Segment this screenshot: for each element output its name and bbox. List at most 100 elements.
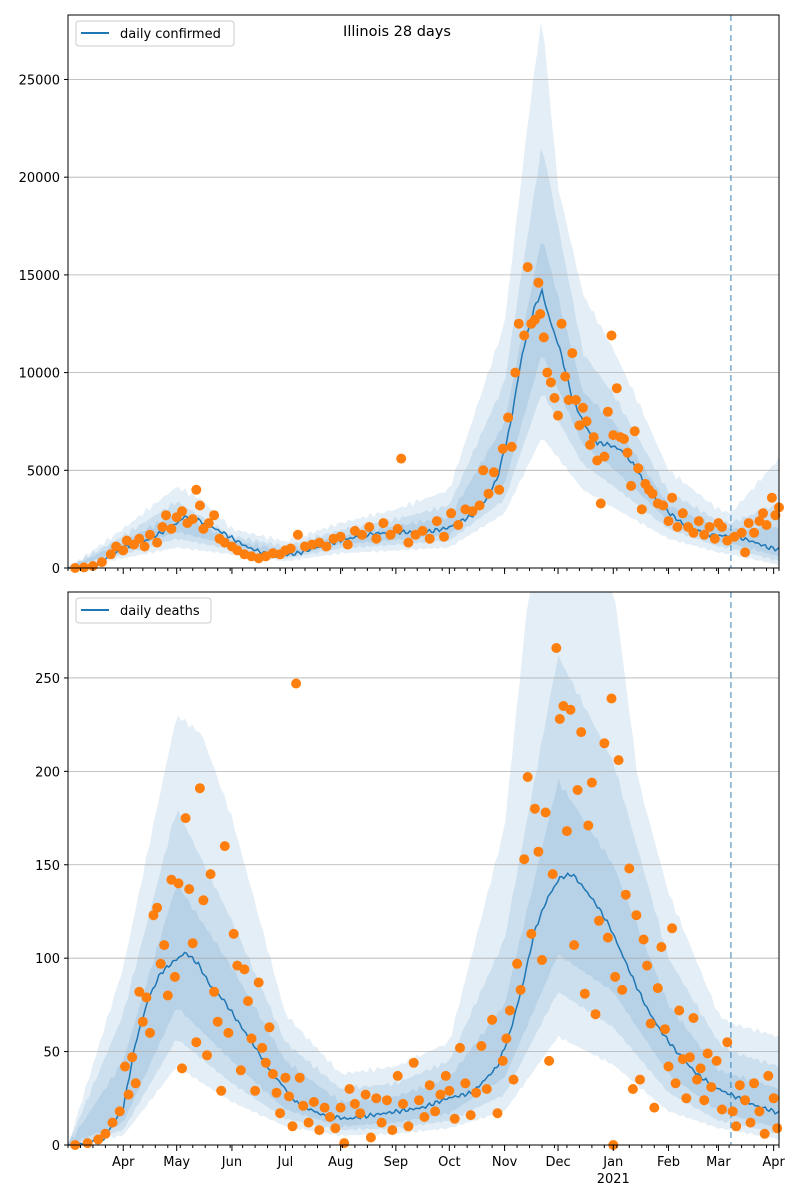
cases-legend-label: daily confirmed [120,27,221,42]
deaths-xtick-label: Jan [602,1155,623,1170]
deaths-xtick-label: Dec [545,1155,570,1170]
cases-data-point [392,523,403,534]
deaths-data-point [419,1112,430,1122]
cases-data-point [364,522,375,532]
deaths-data-point [652,983,663,994]
deaths-data-point [155,958,166,969]
deaths-data-point [537,955,547,965]
deaths-data-point [228,928,239,939]
deaths-data-point [159,940,170,951]
cases-data-point [166,523,177,534]
deaths-data-point [264,1022,275,1033]
deaths-xtick-label: Aug [328,1155,353,1170]
deaths-ytick-label: 150 [35,859,60,874]
deaths-ytick-label: 200 [35,765,60,780]
deaths-data-point [540,807,551,818]
deaths-data-point [205,869,216,880]
deaths-ytick-label: 50 [43,1046,60,1061]
cases-data-point [749,527,760,538]
cases-data-point [704,522,715,532]
deaths-data-point [294,1072,305,1083]
deaths-data-point [360,1089,371,1100]
deaths-data-point [145,1027,155,1038]
deaths-data-point [449,1113,460,1124]
cases-plot-frame [67,14,780,569]
deaths-data-point [344,1084,355,1094]
cases-data-point [478,465,489,476]
deaths-data-point [184,884,195,895]
cases-data-point [743,518,754,529]
deaths-data-point [137,1016,148,1027]
cases-data-point [717,522,727,532]
deaths-data-point [674,1005,685,1016]
deaths-data-point [187,938,198,949]
cases-data-point [538,332,549,343]
deaths-data-point [711,1055,722,1066]
cases-data-point [483,488,494,499]
deaths-data-point [635,1074,645,1085]
deaths-data-point [565,704,576,715]
cases-data-point [761,520,772,530]
deaths-band-middle [68,655,779,1145]
deaths-xtick-label: Jun [221,1155,242,1170]
deaths-data-point [731,1121,742,1132]
cases-gridlines [68,79,779,471]
deaths-data-point [120,1061,130,1072]
deaths-data-point [610,971,621,982]
deaths-data-point [444,1085,455,1096]
cases-data-point [424,533,435,544]
cases-data-point [506,441,517,452]
cases-data-point [758,508,768,519]
cases-ytick-label: 15000 [19,269,60,284]
deaths-data-point [638,934,649,945]
cases-data-point [79,562,89,573]
deaths-xtick-label: Sep [384,1155,409,1170]
deaths-data-point [670,1078,681,1089]
deaths-data-point [365,1132,376,1143]
deaths-data-point [198,895,209,906]
deaths-data-point [280,1072,291,1083]
deaths-data-point [702,1048,713,1059]
cases-data-point [187,514,198,525]
deaths-data-point [223,1027,234,1038]
deaths-data-point [656,942,667,952]
deaths-data-point [267,1069,278,1079]
deaths-data-point [763,1070,774,1081]
cases-data-point [488,467,499,478]
deaths-data-point [515,984,526,995]
deaths-data-point [544,1055,555,1066]
deaths-year-label: 2021 [597,1172,630,1187]
cases-data-point [567,348,578,359]
cases-data-point [570,395,581,405]
deaths-axes: 0 50 100 150 200 250 Apr May Jun Jul Aug Sep Oct Nov D… [35,591,786,1187]
deaths-xtick-label: Apr [762,1155,785,1170]
cases-data-point [533,277,544,288]
cases-data-point [736,527,747,538]
cases-data-point [519,330,530,341]
deaths-data-point [382,1095,392,1106]
cases-points [70,262,784,573]
cases-data-point [285,543,296,554]
cases-data-point [385,529,396,540]
cases-data-point [766,492,777,503]
deaths-data-point [501,1033,512,1044]
deaths-data-point [663,1061,674,1072]
cases-data-point [134,533,145,544]
cases-data-point [663,516,674,527]
deaths-data-point [481,1084,492,1094]
deaths-xtick-label: Mar [706,1155,731,1170]
deaths-xtick-label: May [163,1155,190,1170]
cases-data-point [335,531,346,542]
deaths-data-point [324,1112,335,1122]
deaths-data-point [134,986,145,997]
deaths-data-point [440,1070,451,1081]
cases-data-point [602,406,613,417]
deaths-gridlines [68,677,779,1052]
cases-data-point [439,531,449,542]
deaths-data-point [239,964,250,975]
cases-data-point [581,416,592,427]
deaths-data-point [403,1121,414,1132]
deaths-data-point [645,1018,656,1029]
deaths-ytick-label: 100 [35,952,60,967]
